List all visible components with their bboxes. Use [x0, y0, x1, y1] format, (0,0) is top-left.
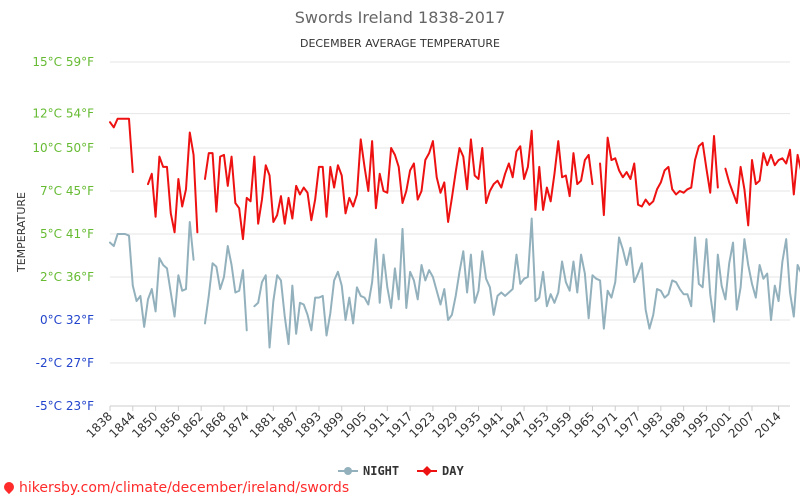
y-tick-label: 5°C 41°F [40, 227, 94, 241]
x-axis-ticks: 1838184418501856186218681874188118871893… [84, 405, 790, 441]
legend: NIGHT DAY [338, 464, 464, 478]
y-tick-label: 7°C 45°F [40, 184, 94, 198]
y-tick-label: 2°C 36°F [40, 270, 94, 284]
y-tick-label: 0°C 32°F [40, 313, 94, 327]
y-tick-label: -5°C 23°F [36, 399, 94, 413]
y-tick-label: 12°C 54°F [32, 107, 94, 121]
y-axis-label: TEMPERATURE [15, 192, 28, 273]
legend-day-marker [422, 466, 432, 476]
location-pin-icon [1, 479, 17, 495]
source-text: hikersby.com/climate/december/ireland/sw… [19, 480, 350, 496]
legend-item-night[interactable]: NIGHT [338, 464, 399, 478]
chart-title: Swords Ireland 1838-2017 [295, 8, 506, 27]
y-tick-label: -2°C 27°F [36, 356, 94, 370]
series-layer [109, 117, 800, 349]
y-tick-label: 15°C 59°F [32, 55, 94, 69]
x-tick-label: 2014 [752, 409, 783, 440]
series-line-night [109, 217, 800, 349]
legend-night-label: NIGHT [363, 464, 399, 478]
legend-day-label: DAY [442, 464, 464, 478]
y-tick-label: 10°C 50°F [32, 141, 94, 155]
x-tick-label: 1874 [220, 409, 251, 440]
legend-night-marker [344, 467, 352, 475]
series-line-day [109, 117, 800, 241]
y-axis-ticks: 15°C 59°F 12°C 54°F 10°C 50°F 7°C 45°F 5°C 4… [32, 55, 94, 413]
legend-item-day[interactable]: DAY [417, 464, 464, 478]
chart-subtitle: DECEMBER AVERAGE TEMPERATURE [300, 37, 500, 50]
source-link[interactable]: hikersby.com/climate/december/ireland/sw… [1, 479, 350, 497]
grid-lines [110, 61, 790, 407]
x-tick-label: 2007 [726, 409, 757, 440]
